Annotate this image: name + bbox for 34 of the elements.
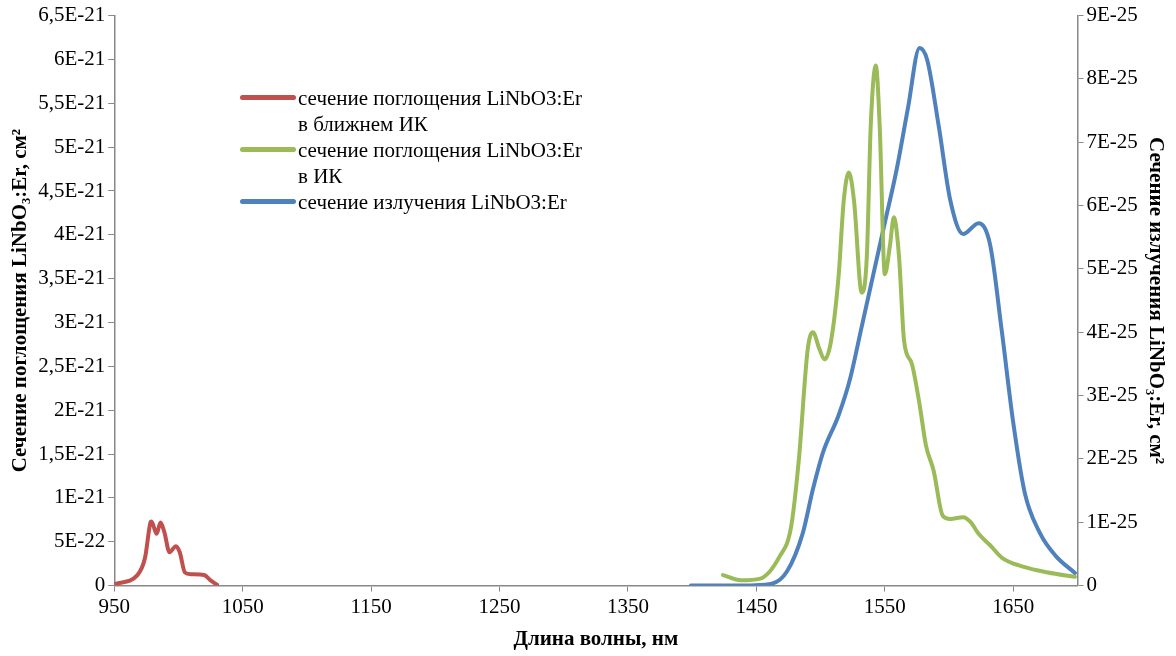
y2-tick-label: 3E-25 [1086, 382, 1138, 407]
x-tick-label: 1650 [992, 593, 1035, 618]
y2-tick-label: 7E-25 [1086, 128, 1138, 153]
y-tick-label: 5E-21 [53, 133, 106, 158]
y-tick-label: 5E-22 [53, 528, 106, 553]
x-tick-label: 1350 [606, 593, 649, 618]
y-tick-label: 6E-21 [53, 45, 106, 70]
y-tick-label: 4,5E-21 [38, 177, 106, 202]
y2-tick-label: 1E-25 [1086, 508, 1138, 533]
y-axis-title: Сечение поглощения LiNbO₃:Er, см² [7, 128, 32, 473]
legend-label: сечение излучения LiNbO3:Er [298, 189, 568, 215]
x-axis-title: Длина волны, нм [513, 625, 679, 650]
x-tick-label: 1550 [863, 593, 906, 618]
y2-tick-label: 5E-25 [1086, 255, 1138, 280]
y-tick-label: 3,5E-21 [38, 265, 106, 290]
y2-tick-label: 8E-25 [1086, 65, 1138, 90]
y-tick-label: 4E-21 [53, 221, 106, 246]
y2-tick-label: 2E-25 [1086, 445, 1138, 470]
y-tick-label: 1,5E-21 [38, 440, 106, 465]
y-tick-label: 6,5E-21 [38, 2, 106, 27]
y2-tick-label: 9E-25 [1086, 2, 1138, 27]
y-tick-label: 2E-21 [53, 396, 106, 421]
y2-tick-label: 6E-25 [1086, 192, 1138, 217]
x-tick-label: 1250 [478, 593, 521, 618]
y-tick-label: 5,5E-21 [38, 89, 106, 114]
x-tick-label: 1050 [221, 593, 264, 618]
y-tick-label: 3E-21 [53, 309, 106, 334]
y2-tick-label: 4E-25 [1086, 318, 1138, 343]
y2-axis-title: Сечение излучения LiNbO₃:Er, см² [1144, 137, 1169, 465]
x-tick-label: 1450 [735, 593, 778, 618]
y-tick-label: 2,5E-21 [38, 352, 106, 377]
y2-tick-label: 0 [1086, 572, 1097, 597]
y-tick-label: 1E-21 [53, 484, 106, 509]
x-tick-label: 1150 [350, 593, 392, 618]
